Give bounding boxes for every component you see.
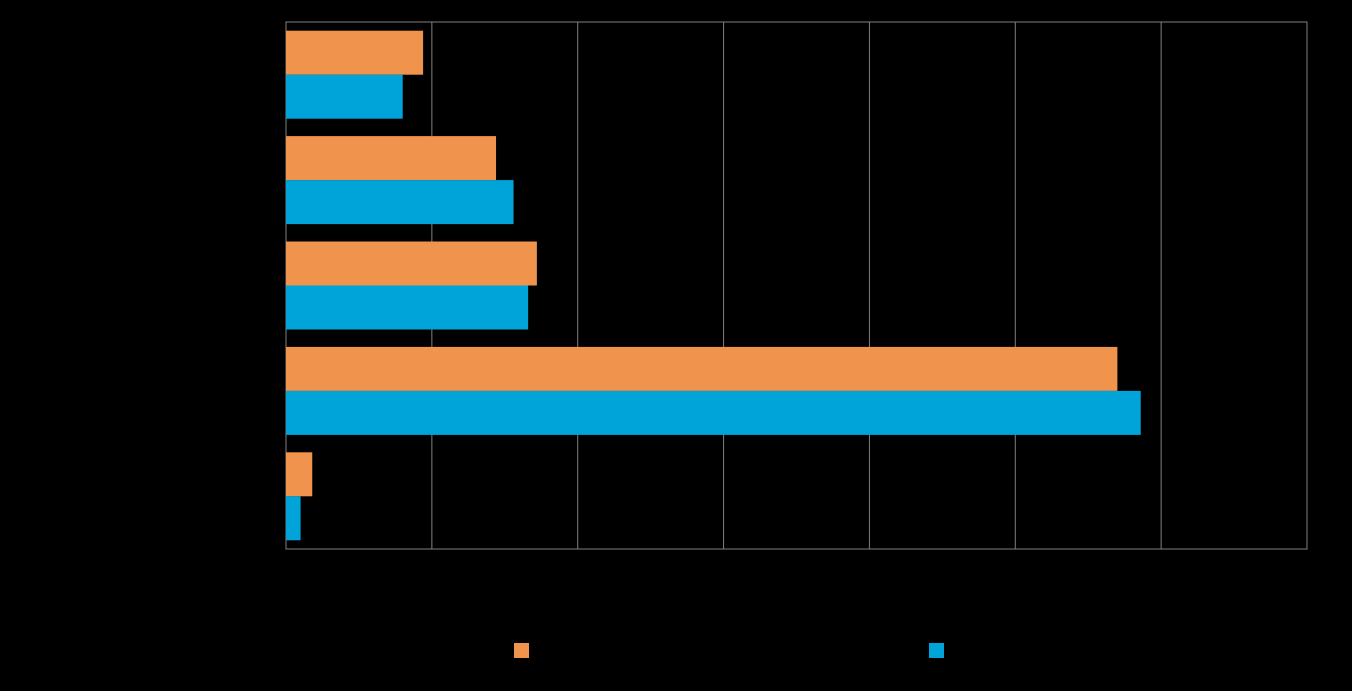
bar-series-1-category-3 xyxy=(286,241,537,286)
bar-series-2-category-4 xyxy=(286,390,1141,435)
bar-series-1-category-5 xyxy=(286,452,313,497)
legend-swatch-series-1 xyxy=(514,643,529,658)
bar-series-1-category-1 xyxy=(286,30,424,75)
bars xyxy=(286,30,1141,541)
bar-series-1-category-2 xyxy=(286,136,497,181)
bar-series-2-category-5 xyxy=(286,496,301,541)
legend-swatch-series-2 xyxy=(929,643,944,658)
bar-series-2-category-1 xyxy=(286,74,403,119)
legend xyxy=(514,643,944,658)
bar-series-2-category-3 xyxy=(286,285,529,330)
bar-series-1-category-4 xyxy=(286,346,1118,391)
gridlines xyxy=(431,22,1162,549)
bar-series-2-category-2 xyxy=(286,180,514,225)
